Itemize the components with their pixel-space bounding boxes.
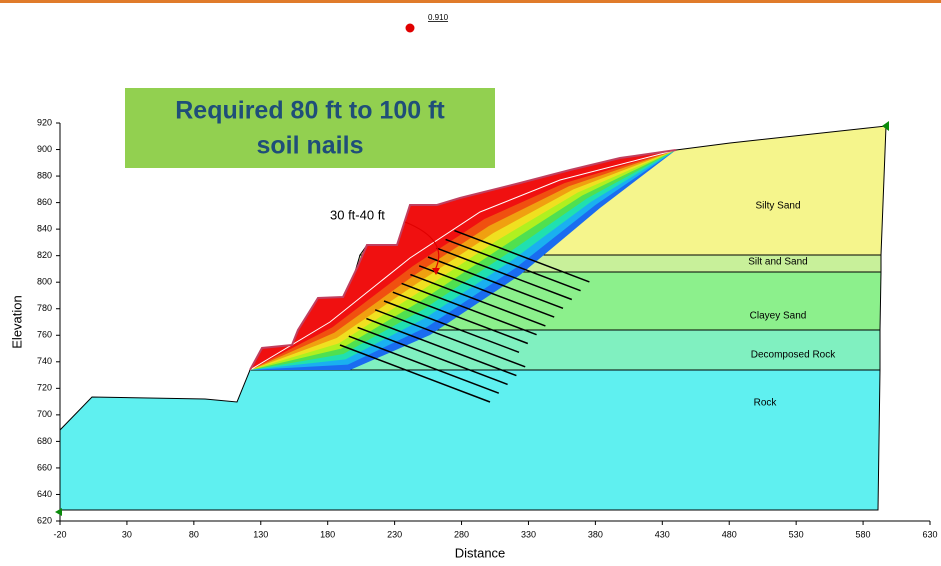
fos-label: 0.910 [428, 13, 449, 22]
x-tick-label: 180 [320, 529, 335, 539]
y-tick-label: 740 [37, 356, 52, 366]
layer-label: Silty Sand [755, 201, 800, 212]
layer-label: Rock [754, 398, 778, 409]
y-tick-label: 640 [37, 489, 52, 499]
rock [60, 370, 880, 521]
x-tick-label: 30 [122, 529, 132, 539]
y-tick-label: 760 [37, 330, 52, 340]
x-tick-label: 630 [922, 529, 937, 539]
y-tick-label: 780 [37, 303, 52, 313]
soil-section [60, 126, 886, 521]
y-tick-label: 660 [37, 462, 52, 472]
y-tick-label: 920 [37, 117, 52, 127]
y-tick-label: 900 [37, 144, 52, 154]
x-tick-label: 230 [387, 529, 402, 539]
x-tick-label: 130 [253, 529, 268, 539]
layer-label: Clayey Sand [750, 311, 807, 322]
y-tick-label: 820 [37, 250, 52, 260]
fos-point [406, 24, 415, 33]
y-tick-label: 860 [37, 197, 52, 207]
y-tick-label: 720 [37, 383, 52, 393]
x-tick-label: -20 [53, 529, 66, 539]
y-tick-label: 840 [37, 224, 52, 234]
y-tick-label: 620 [37, 515, 52, 525]
x-tick-label: 580 [856, 529, 871, 539]
x-tick-label: 380 [588, 529, 603, 539]
x-tick-label: 80 [189, 529, 199, 539]
y-tick-label: 800 [37, 277, 52, 287]
x-tick-label: 480 [722, 529, 737, 539]
x-tick-label: 530 [789, 529, 804, 539]
x-tick-label: 280 [454, 529, 469, 539]
x-tick-label: 330 [521, 529, 536, 539]
support-marker [55, 508, 62, 516]
x-axis-label: Distance [455, 545, 506, 560]
y-tick-label: 700 [37, 409, 52, 419]
y-tick-label: 680 [37, 436, 52, 446]
y-tick-label: 880 [37, 170, 52, 180]
layer-label: Decomposed Rock [751, 350, 836, 361]
callout-line: soil nails [257, 132, 364, 160]
top-bar [0, 0, 941, 3]
nail-note: 30 ft-40 ft [330, 207, 385, 222]
x-tick-label: 430 [655, 529, 670, 539]
callout-line: Required 80 ft to 100 ft [175, 97, 445, 125]
y-axis-label: Elevation [9, 295, 24, 348]
layer-label: Silt and Sand [748, 257, 808, 268]
chart: Required 80 ft to 100 ft soil nails 30 f… [0, 0, 941, 566]
